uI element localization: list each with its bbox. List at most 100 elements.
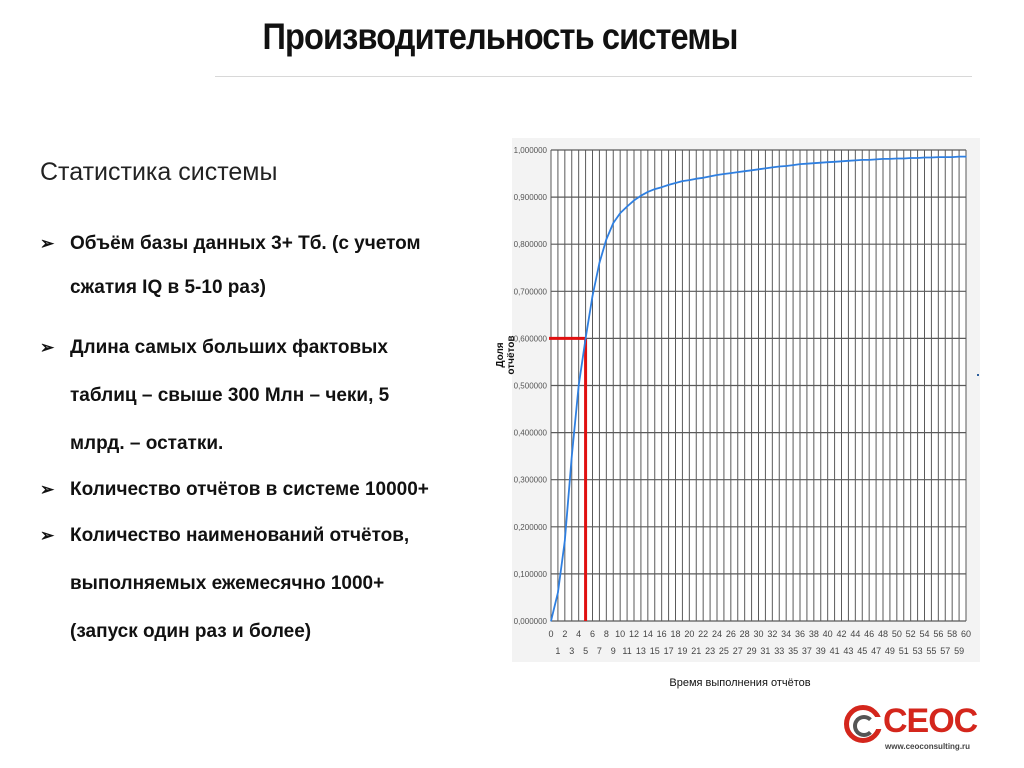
x-tick-label: 42 [836,629,846,639]
x-tick-label: 39 [816,646,826,656]
x-tick-label: 54 [919,629,929,639]
bullet-monthly-reports: ➢ Количество наименований отчётов, выпол… [40,512,500,656]
data-point [965,155,967,158]
bullet-line: (запуск один раз и более) [70,621,312,642]
data-point [667,184,670,186]
bullet-line: таблиц – свыше 300 Млн – чеки, 5 [70,385,390,406]
data-point [723,173,725,175]
data-point [840,160,843,162]
x-tick-label: 31 [760,646,770,656]
data-point [571,455,573,457]
y-tick-label: 0,200000 [514,523,548,532]
arrow-bullet-icon: ➢ [40,338,55,357]
data-point [951,156,953,158]
x-tick-label: 56 [933,629,943,639]
x-tick-label: 41 [830,646,840,656]
bullet-line: Количество наименований отчётов, [70,525,410,546]
data-point [868,159,870,161]
x-tick-label: 32 [767,629,777,639]
data-point [737,171,739,173]
x-tick-label: 13 [636,646,646,656]
y-tick-label: 0,700000 [514,287,548,296]
data-point [813,162,815,164]
data-point [903,157,905,160]
data-point [647,191,649,193]
x-tick-label: 27 [733,646,743,656]
x-tick-label: 58 [947,629,957,639]
data-point [709,175,711,177]
data-point [688,179,690,181]
data-point [757,168,760,170]
data-point [633,199,635,201]
bullet-line: Объём базы данных 3+ Тб. (с учетом [70,233,421,254]
data-point [833,161,836,163]
y-tick-label: 0,800000 [514,240,548,249]
arrow-bullet-icon: ➢ [40,480,55,499]
data-point [958,155,960,158]
bullet-fact-tables: ➢ Длина самых больших фактовых таблиц – … [40,324,500,468]
x-axis-label: Время выполнения отчётов [669,677,811,689]
x-tick-label: 47 [871,646,881,656]
bullet-line: выполняемых ежемесячно 1000+ [70,573,385,594]
x-tick-label: 0 [548,629,553,639]
data-point [702,177,704,179]
x-tick-label: 11 [622,646,631,656]
data-point [750,169,753,171]
bullet-line: сжатия IQ в 5-10 раз) [70,277,266,298]
bullet-report-count: ➢ Количество отчётов в системе 10000+ [40,468,500,512]
x-tick-label: 20 [684,629,694,639]
data-point [744,170,746,172]
data-point [930,156,933,159]
data-point [640,195,642,197]
x-tick-label: 22 [698,629,708,639]
x-tick-label: 55 [926,646,936,656]
data-point [778,165,780,168]
x-tick-label: 24 [712,629,722,639]
data-point [937,156,939,158]
data-point [910,157,912,159]
x-tick-label: 57 [940,646,950,656]
x-tick-label: 30 [753,629,763,639]
y-tick-label: 0,100000 [514,570,548,579]
data-point [605,238,607,241]
y-tick-label: 0,000000 [514,617,548,626]
y-tick-label: 0,900000 [514,193,548,202]
x-tick-label: 17 [664,646,674,656]
y-axis-label: Доля отчётов [495,335,517,375]
x-tick-label: 1 [555,646,560,656]
x-tick-label: 29 [747,646,757,656]
stray-dot [977,374,979,376]
x-tick-label: 38 [809,629,819,639]
x-tick-label: 43 [843,646,853,656]
section-heading: Статистика системы [40,158,278,186]
y-tick-label: 0,300000 [514,476,548,485]
x-tick-label: 59 [954,646,964,656]
x-tick-label: 5 [583,646,588,656]
data-point [771,166,773,169]
x-tick-label: 15 [650,646,660,656]
x-tick-label: 25 [719,646,729,656]
x-tick-label: 40 [823,629,833,639]
y-tick-label: 0,400000 [514,429,548,438]
x-tick-label: 26 [726,629,736,639]
x-tick-label: 4 [576,629,581,639]
data-point [578,384,580,387]
y-tick-label: 1,000000 [514,146,548,155]
page-title: Производительность системы [262,16,739,57]
x-tick-label: 51 [899,646,909,656]
x-tick-label: 44 [850,629,860,639]
data-point [716,174,718,176]
data-point [550,620,552,622]
x-tick-label: 7 [597,646,602,656]
data-point [944,156,946,158]
x-tick-label: 3 [569,646,574,656]
logo-url: www.ceoconsulting.ru [885,742,971,751]
data-point [806,163,808,165]
x-tick-label: 34 [781,629,791,639]
data-point [882,158,884,160]
x-tick-label: 33 [774,646,784,656]
data-point [889,158,891,160]
data-point [730,172,732,174]
x-tick-label: 2 [562,629,567,639]
bullet-line: млрд. – остатки. [70,433,224,454]
